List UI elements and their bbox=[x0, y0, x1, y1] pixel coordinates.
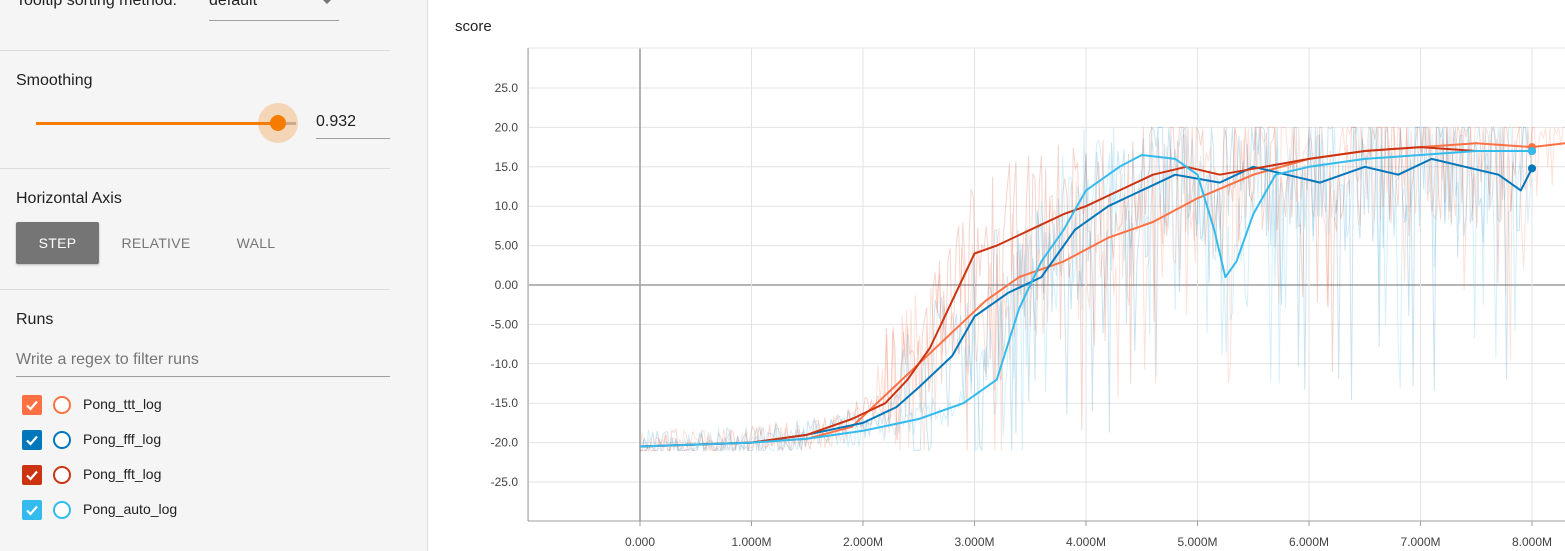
tooltip-sorting-label: Tooltip sorting method: bbox=[16, 0, 177, 9]
chart-title: score bbox=[455, 18, 492, 35]
x-tick-label: 1.000M bbox=[731, 535, 771, 549]
x-tick-label: 7.000M bbox=[1400, 535, 1440, 549]
run-checkbox[interactable] bbox=[22, 430, 42, 450]
chevron-down-icon bbox=[321, 0, 333, 4]
runs-filter-input[interactable] bbox=[16, 346, 390, 374]
x-tick-label: 8.000M bbox=[1512, 535, 1552, 549]
series-end-point bbox=[1528, 147, 1536, 156]
series-line-4 bbox=[639, 150, 1532, 448]
axis-relative-button[interactable]: RELATIVE bbox=[121, 235, 191, 251]
horizontal-axis-title: Horizontal Axis bbox=[16, 190, 122, 207]
x-tick-label: 5.000M bbox=[1177, 535, 1217, 549]
tooltip-sorting-select[interactable]: default bbox=[209, 0, 339, 21]
y-tick-label: 5.00 bbox=[495, 239, 519, 253]
run-checkbox[interactable] bbox=[22, 395, 42, 415]
y-tick-label: 0.00 bbox=[495, 278, 519, 292]
run-label: Pong_fft_log bbox=[83, 466, 162, 482]
smoothing-input[interactable]: 0.932 bbox=[316, 110, 390, 139]
y-tick-label: -25.0 bbox=[491, 475, 519, 489]
check-icon bbox=[26, 435, 38, 446]
raw-series-line bbox=[640, 125, 1533, 453]
raw-series-line bbox=[639, 125, 1533, 453]
tooltip-sorting-value: default bbox=[209, 0, 258, 9]
y-tick-label: 15.0 bbox=[495, 160, 519, 174]
run-color-circle[interactable] bbox=[53, 431, 71, 449]
run-label: Pong_auto_log bbox=[83, 501, 178, 517]
x-tick-label: 6.000M bbox=[1289, 535, 1329, 549]
smoothing-value: 0.932 bbox=[316, 113, 357, 130]
y-tick-label: 25.0 bbox=[495, 81, 519, 95]
run-color-circle[interactable] bbox=[53, 396, 71, 414]
runs-title: Runs bbox=[16, 311, 54, 328]
run-checkbox[interactable] bbox=[22, 465, 42, 485]
smoothing-slider-rest[interactable] bbox=[278, 122, 296, 125]
axis-step-button[interactable]: STEP bbox=[16, 222, 99, 264]
y-tick-label: -15.0 bbox=[491, 396, 519, 410]
check-icon bbox=[26, 400, 38, 411]
y-tick-label: -5.00 bbox=[491, 317, 519, 331]
y-tick-label: 10.0 bbox=[495, 199, 519, 213]
run-label: Pong_ttt_log bbox=[83, 396, 162, 412]
raw-series-line bbox=[640, 125, 1533, 453]
divider bbox=[0, 50, 390, 51]
series-line-3 bbox=[639, 146, 1532, 448]
y-tick-label: -20.0 bbox=[491, 436, 519, 450]
smoothing-title: Smoothing bbox=[16, 72, 93, 89]
x-tick-label: 4.000M bbox=[1066, 535, 1106, 549]
axis-wall-button[interactable]: WALL bbox=[236, 235, 276, 251]
score-chart[interactable]: 25.0 20.0 15.0 10.0 5.00 0.00 -5.00 -10.0 -15.0 -… bbox=[429, 0, 1565, 551]
sidebar: Tooltip sorting method: default Smoothin… bbox=[0, 0, 428, 551]
y-tick-label: 20.0 bbox=[495, 120, 519, 134]
chart-card: score 25.0 20.0 15.0 10.0 5.00 0.00 -5.00 -10.0… bbox=[429, 0, 1565, 551]
x-tick-label: 2.000M bbox=[843, 535, 883, 549]
run-label: Pong_fff_log bbox=[83, 431, 162, 447]
divider bbox=[0, 289, 390, 290]
run-checkbox[interactable] bbox=[22, 500, 42, 520]
runs-filter-field bbox=[16, 346, 390, 377]
smoothing-slider-knob[interactable] bbox=[270, 115, 286, 131]
smoothing-slider-track[interactable] bbox=[36, 122, 278, 125]
series-line-2 bbox=[639, 157, 1533, 448]
check-icon bbox=[26, 470, 38, 481]
series-end-point bbox=[1528, 164, 1536, 173]
run-color-circle[interactable] bbox=[53, 466, 71, 484]
y-tick-label: -10.0 bbox=[491, 357, 519, 371]
x-tick-label: 0.000 bbox=[625, 535, 655, 549]
run-color-circle[interactable] bbox=[53, 501, 71, 519]
divider bbox=[0, 168, 390, 169]
x-tick-label: 3.000M bbox=[954, 535, 994, 549]
check-icon bbox=[26, 505, 38, 516]
